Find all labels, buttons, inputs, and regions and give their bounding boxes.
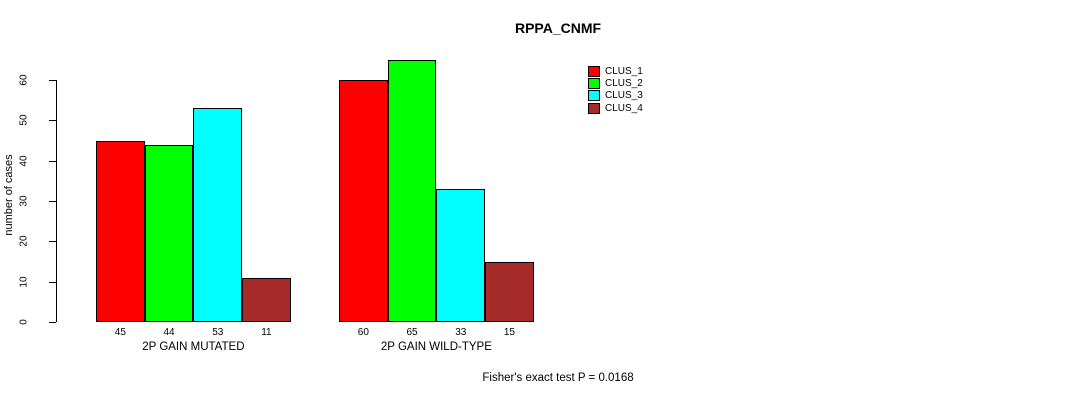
y-axis-tick-label: 20 (18, 235, 30, 247)
y-axis-tick-label: 10 (18, 276, 30, 288)
bar-value-label: 11 (261, 327, 272, 338)
legend-row-clus_4: CLUS_4 (588, 102, 643, 114)
legend-label: CLUS_4 (605, 102, 643, 114)
y-axis-tick (49, 80, 56, 82)
bar-clus_2-2 (387, 59, 437, 322)
annotation-text: Fisher's exact test P = 0.0168 (482, 372, 634, 384)
bar-clus_4-1 (242, 277, 291, 322)
y-axis-tick-label: 50 (18, 114, 30, 126)
y-axis-tick (49, 201, 56, 202)
y-axis-tick (49, 241, 56, 243)
y-axis-tick-label: 60 (18, 74, 30, 86)
bar-value-label: 65 (406, 327, 418, 338)
legend-swatch-icon (588, 90, 600, 102)
legend-row-clus_1: CLUS_1 (588, 65, 643, 77)
bar-value-label: 33 (455, 327, 467, 338)
bar-clus_4-2 (485, 261, 534, 322)
y-axis-tick (49, 322, 56, 323)
bar-value-label: 15 (503, 327, 515, 338)
y-axis-tick (49, 120, 56, 122)
legend-row-clus_3: CLUS_3 (588, 90, 643, 102)
bar-clus_1-2 (339, 80, 388, 322)
legend-row-clus_2: CLUS_2 (588, 77, 643, 89)
bar-clus_3-2 (436, 188, 486, 322)
category-label: 2P GAIN WILD-TYPE (380, 341, 492, 353)
y-axis-line (56, 80, 57, 322)
bar-value-label: 60 (357, 327, 369, 338)
y-axis-tick (49, 160, 56, 162)
y-axis-label: number of cases (3, 154, 15, 236)
bar-value-label: 44 (163, 327, 175, 338)
bar-clus_2-1 (144, 144, 194, 322)
legend-label: CLUS_2 (605, 77, 643, 89)
category-label: 2P GAIN MUTATED (142, 341, 245, 353)
y-axis-tick-label: 0 (18, 319, 30, 325)
y-axis-tick-label: 30 (18, 195, 30, 207)
y-axis-tick (49, 281, 56, 283)
legend-swatch-icon (588, 65, 600, 77)
y-axis-tick-label: 40 (18, 155, 30, 167)
bar-value-label: 53 (212, 327, 224, 338)
legend-swatch-icon (588, 77, 600, 89)
bar-value-label: 45 (114, 327, 126, 338)
legend-label: CLUS_3 (605, 90, 643, 102)
legend-label: CLUS_1 (605, 65, 643, 77)
legend-swatch-icon (588, 102, 600, 114)
bar-clus_3-1 (193, 108, 243, 322)
bar-clus_1-1 (96, 140, 145, 322)
chart-title: RPPA_CNMF (514, 20, 602, 36)
legend: CLUS_1 CLUS_2 CLUS_3 CLUS_4 (588, 65, 643, 114)
